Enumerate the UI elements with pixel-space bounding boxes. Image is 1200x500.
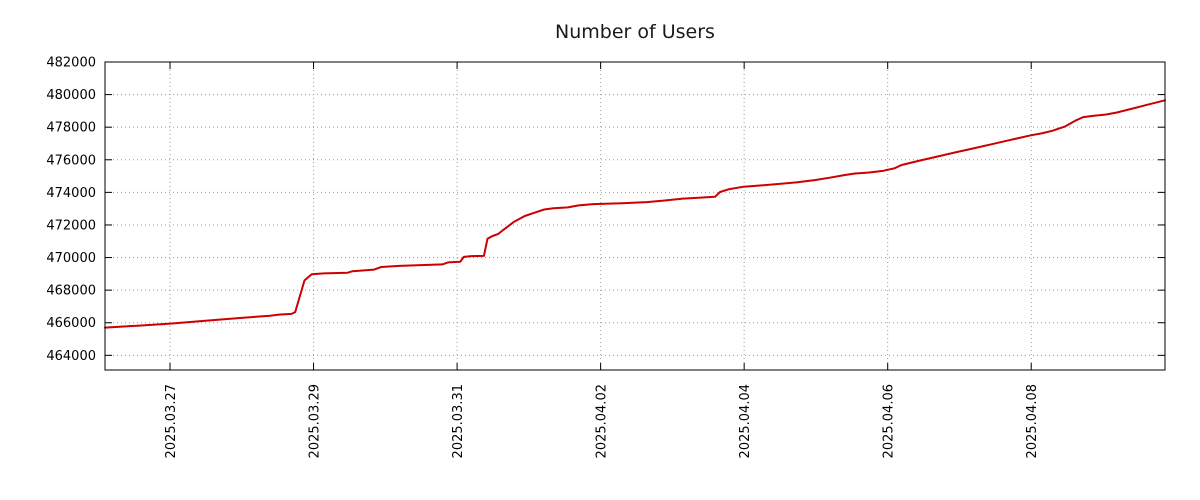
x-axis-tick-label: 2025.03.31 — [451, 384, 466, 458]
users-series-line — [104, 99, 1166, 329]
x-axis-tick-label: 2025.04.04 — [738, 384, 753, 458]
y-axis-tick-label: 470000 — [46, 251, 96, 266]
chart-title: Number of Users — [555, 21, 715, 43]
x-axis-tick-label: 2025.03.27 — [164, 384, 179, 458]
y-axis-tick-label: 472000 — [46, 218, 96, 233]
y-axis-tick-label: 474000 — [46, 186, 96, 201]
x-axis-tick-label: 2025.03.29 — [308, 384, 323, 458]
y-axis-tick-label: 480000 — [46, 88, 96, 103]
y-axis-tick-label: 466000 — [46, 316, 96, 331]
x-axis-tick-label: 2025.04.08 — [1025, 384, 1040, 458]
y-axis-tick-label: 478000 — [46, 121, 96, 136]
y-axis-tick-label: 464000 — [46, 349, 96, 364]
y-axis-tick-label: 476000 — [46, 153, 96, 168]
frame-layer — [104, 61, 1166, 371]
plot-border — [104, 61, 1166, 371]
x-axis-tick-label: 2025.04.02 — [595, 384, 610, 458]
grid-layer — [105, 61, 1165, 370]
series-layer — [104, 99, 1166, 329]
y-axis-tick-label: 482000 — [46, 56, 96, 71]
axis-labels-layer: 464000 466000 468000 470000 472000 474000 4760… — [46, 56, 1040, 459]
y-axis-tick-label: 468000 — [46, 284, 96, 299]
x-axis-tick-label: 2025.04.06 — [882, 384, 897, 458]
